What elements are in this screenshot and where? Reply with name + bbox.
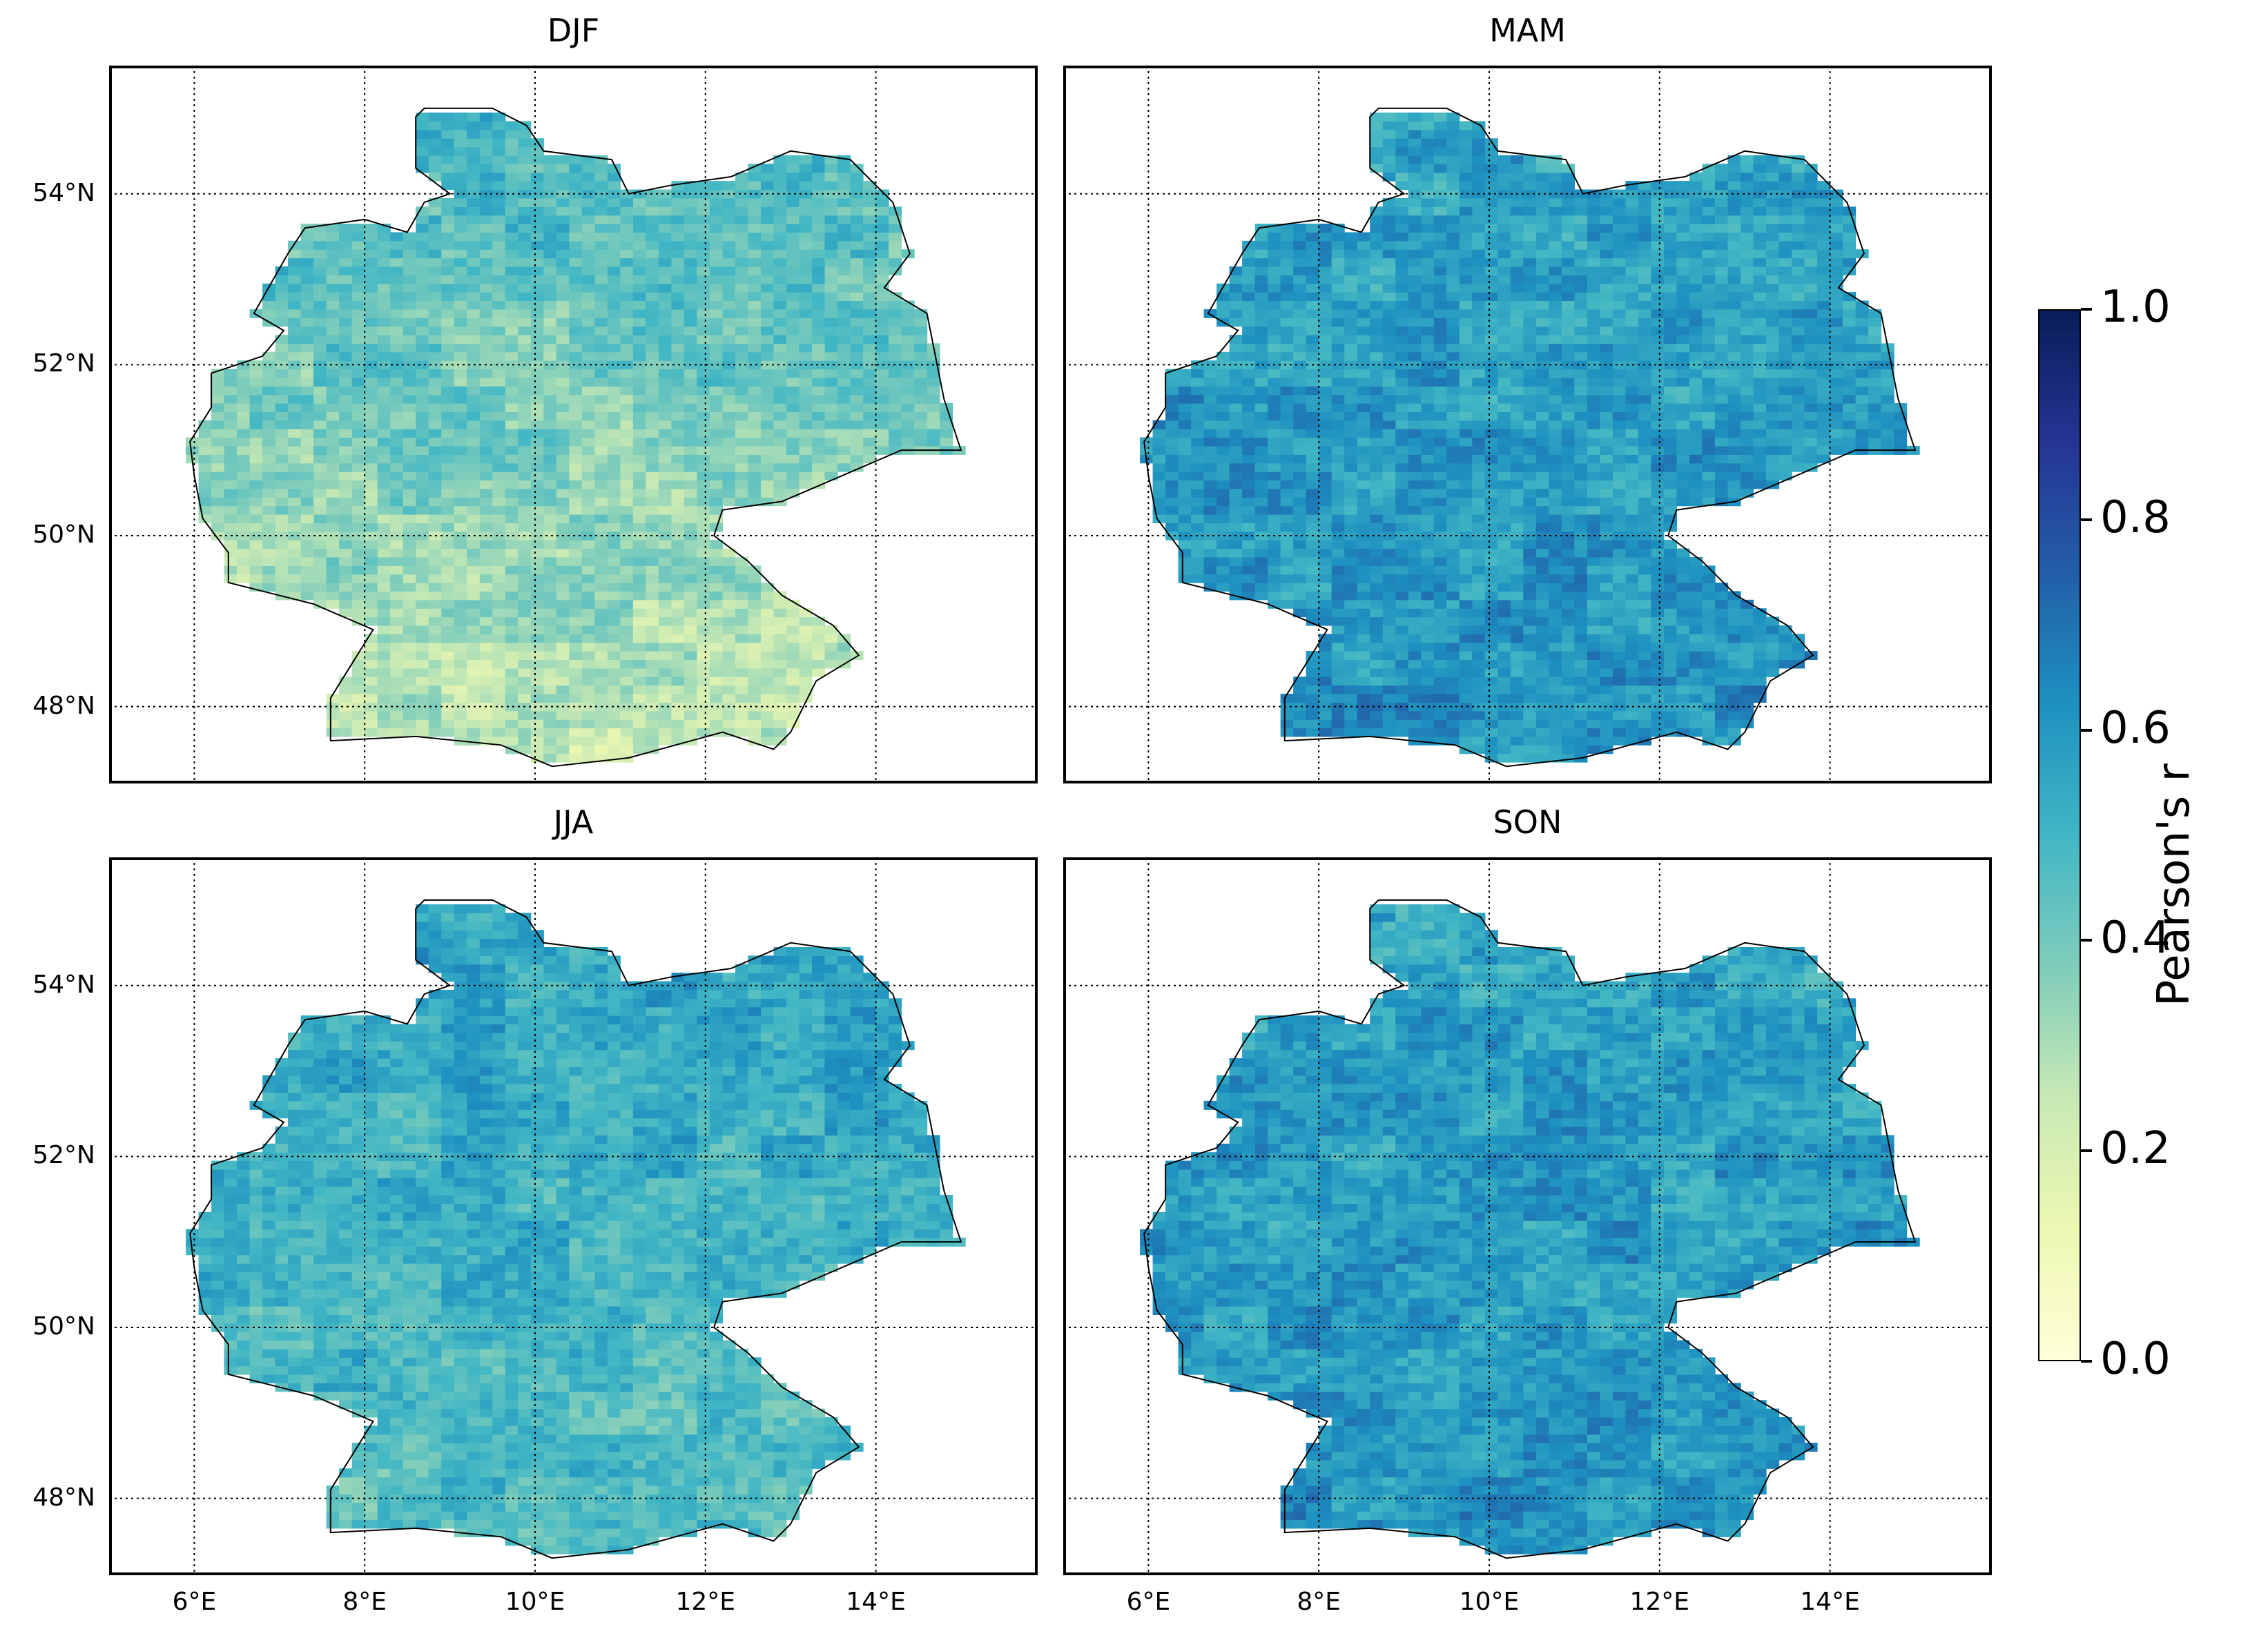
colorbar-tick (2081, 1149, 2092, 1153)
lat-tick-label: 50°N (32, 520, 95, 549)
lon-tick-label: 10°E (505, 1588, 565, 1616)
lat-tick-label: 52°N (32, 349, 95, 378)
lon-tick-label: 6°E (1126, 1588, 1171, 1616)
panel-title: JJA (553, 803, 594, 841)
map-canvas (109, 857, 1038, 1575)
panel-title: DJF (547, 12, 600, 49)
lon-tick-label: 14°E (846, 1588, 906, 1616)
lon-tick-label: 12°E (675, 1588, 736, 1616)
lon-tick-label: 8°E (342, 1588, 387, 1616)
map-frame (109, 857, 1038, 1575)
country-border (1143, 899, 1917, 1559)
colorbar: 0.0 0.2 0.4 0.6 0.8 1.0 Pearson's r (2038, 282, 2200, 1385)
lat-tick-label: 52°N (32, 1141, 95, 1170)
colorbar-tick (2081, 939, 2092, 942)
colorbar-tick-label: 0.6 (2100, 702, 2171, 754)
map-canvas (109, 66, 1038, 783)
map-canvas (1063, 66, 1992, 783)
lat-tick-label: 54°N (32, 970, 95, 999)
lon-tick-label: 14°E (1800, 1588, 1860, 1616)
lon-tick-label: 12°E (1629, 1588, 1690, 1616)
colorbar-tick-label: 0.0 (2100, 1334, 2171, 1385)
map-frame (1063, 66, 1992, 783)
lat-tick-label: 54°N (32, 178, 95, 207)
panel-title: MAM (1489, 12, 1566, 49)
map-panel-mam: MAM (1063, 12, 1992, 783)
colorbar-gradient (2038, 309, 2081, 1361)
lon-tick-label: 8°E (1297, 1588, 1341, 1616)
lon-tick-label: 10°E (1459, 1588, 1520, 1616)
colorbar-label: Pearson's r (2149, 763, 2200, 1006)
colorbar-tick (2081, 308, 2092, 311)
map-canvas (1063, 857, 1992, 1575)
colorbar-tick (2081, 1360, 2092, 1363)
heatmap-cells (1140, 113, 1920, 763)
map-panel-djf: DJF 48°N 50°N 52°N 54°N (32, 12, 1038, 783)
colorbar-tick-label: 0.2 (2100, 1123, 2171, 1175)
map-panel-jja: JJA 48°N 50°N 52°N 54°N 6°E 8°E 10°E 12°E 14°E (32, 803, 1038, 1616)
country-border (1143, 107, 1917, 768)
colorbar-tick-label: 1.0 (2100, 282, 2171, 333)
lat-tick-label: 48°N (32, 1483, 95, 1512)
colorbar-tick-label: 0.8 (2100, 491, 2171, 543)
colorbar-tick-label: 0.4 (2100, 913, 2171, 964)
map-frame (1063, 857, 1992, 1575)
map-frame (109, 66, 1038, 783)
lat-tick-label: 50°N (32, 1312, 95, 1341)
heatmap-cells (186, 904, 966, 1555)
country-border (189, 899, 962, 1559)
lat-tick-label: 48°N (32, 691, 95, 720)
country-border (189, 107, 962, 768)
colorbar-tick (2081, 518, 2092, 521)
heatmap-cells (1140, 904, 1920, 1555)
map-panel-son: SON 6°E 8°E 10°E 12°E 14°E (1063, 803, 1992, 1616)
panel-title: SON (1493, 803, 1562, 841)
colorbar-tick (2081, 728, 2092, 732)
lon-tick-label: 6°E (172, 1588, 217, 1616)
